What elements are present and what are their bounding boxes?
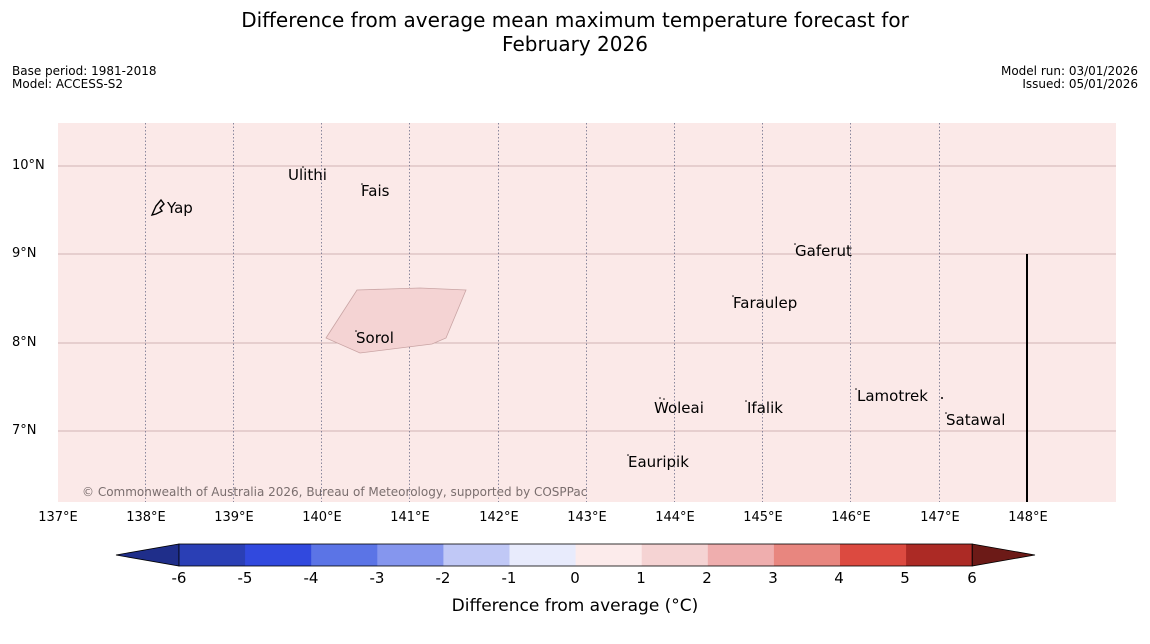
lon-label-148: 148°E — [1008, 510, 1048, 525]
faraulep-marker — [732, 295, 734, 297]
colorbar-tick-6: 6 — [967, 569, 977, 587]
lat-label-9: 9°N — [12, 246, 37, 261]
colorbar-segment — [641, 544, 709, 566]
lamotrek-marker — [855, 388, 857, 390]
lon-label-143: 143°E — [567, 510, 607, 525]
place-sorol: Sorol — [356, 329, 394, 347]
colorbar-segment — [311, 544, 378, 566]
colorbar-segment — [443, 544, 510, 566]
place-yap: Yap — [167, 199, 193, 217]
place-ulithi: Ulithi — [288, 166, 327, 184]
colorbar-segment — [377, 544, 444, 566]
base-period: Base period: 1981-2018 — [12, 64, 157, 78]
colorbar-extend-low — [115, 543, 180, 567]
colorbar-segment — [840, 544, 907, 566]
lamotrek-east-marker — [941, 397, 943, 399]
anomaly-region — [325, 287, 467, 354]
lon-label-138: 138°E — [126, 510, 166, 525]
colorbar-outline — [178, 543, 973, 567]
colorbar-tick-m1: -1 — [501, 569, 517, 587]
title-line-1: Difference from average mean maximum tem… — [241, 8, 909, 32]
sorol-marker — [355, 330, 357, 332]
fais-marker — [361, 183, 363, 185]
eauripik-marker — [627, 454, 629, 456]
lon-label-147: 147°E — [920, 510, 960, 525]
colorbar-segment — [707, 544, 775, 566]
colorbar-extend-high — [971, 543, 1036, 567]
lon-label-139: 139°E — [214, 510, 254, 525]
place-faraulep: Faraulep — [733, 294, 798, 312]
map-background — [58, 123, 1116, 502]
colorbar-tick-m4: -4 — [303, 569, 319, 587]
colorbar-tick-2: 2 — [702, 569, 712, 587]
issued-date: Issued: 05/01/2026 — [1022, 77, 1138, 91]
colorbar-segment — [575, 544, 643, 566]
lon-label-146: 146°E — [831, 510, 871, 525]
lat-label-7: 7°N — [12, 423, 37, 438]
place-satawal: Satawal — [946, 411, 1006, 429]
lon-label-141: 141°E — [390, 510, 430, 525]
title-line-2: February 2026 — [502, 32, 648, 56]
lat-label-8: 8°N — [12, 335, 37, 350]
lon-label-140: 140°E — [302, 510, 342, 525]
gaferut-marker — [794, 243, 796, 245]
model-run: Model run: 03/01/2026 — [1000, 64, 1138, 78]
atoll-markers — [302, 166, 947, 456]
ulithi-marker — [302, 166, 304, 168]
colorbar-tick-3: 3 — [768, 569, 778, 587]
place-lamotrek: Lamotrek — [857, 387, 928, 405]
lon-label-137: 137°E — [38, 510, 78, 525]
satawal-marker — [945, 412, 947, 414]
colorbar-tick-m2: -2 — [435, 569, 451, 587]
colorbar-tick-m3: -3 — [369, 569, 385, 587]
place-ifalik: Ifalik — [747, 399, 783, 417]
place-woleai: Woleai — [654, 399, 704, 417]
ifalik-marker — [745, 400, 747, 402]
colorbar-tick-4: 4 — [834, 569, 844, 587]
copyright-notice: © Commonwealth of Australia 2026, Bureau… — [82, 485, 588, 499]
colorbar-tick-1: 1 — [636, 569, 646, 587]
chart-title: Difference from average mean maximum tem… — [0, 8, 1150, 56]
woleai-marker-2 — [663, 398, 665, 400]
lon-label-142: 142°E — [479, 510, 519, 525]
colorbar-segment — [773, 544, 841, 566]
colorbar-tick-m6: -6 — [171, 569, 187, 587]
colorbar-segment — [179, 544, 246, 566]
colorbar-segment — [906, 544, 973, 566]
lon-label-145: 145°E — [743, 510, 783, 525]
place-gaferut: Gaferut — [795, 242, 852, 260]
lon-label-144: 144°E — [655, 510, 695, 525]
colorbar-segment — [509, 544, 577, 566]
colorbar — [115, 543, 1036, 567]
lat-label-10: 10°N — [12, 158, 45, 173]
colorbar-tick-0: 0 — [570, 569, 580, 587]
model-name: Model: ACCESS-S2 — [12, 77, 124, 91]
colorbar-tick-m5: -5 — [237, 569, 253, 587]
colorbar-segment — [245, 544, 312, 566]
colorbar-label: Difference from average (°C) — [451, 596, 699, 616]
meta-left: Base period: 1981-2018 Model: ACCESS-S2 — [12, 65, 157, 91]
place-eauripik: Eauripik — [628, 453, 689, 471]
place-fais: Fais — [361, 182, 390, 200]
meta-right: Model run: 03/01/2026 Issued: 05/01/2026 — [1001, 65, 1138, 91]
yap-island-outline — [150, 198, 165, 217]
woleai-marker-1 — [659, 397, 661, 399]
colorbar-tick-5: 5 — [900, 569, 910, 587]
